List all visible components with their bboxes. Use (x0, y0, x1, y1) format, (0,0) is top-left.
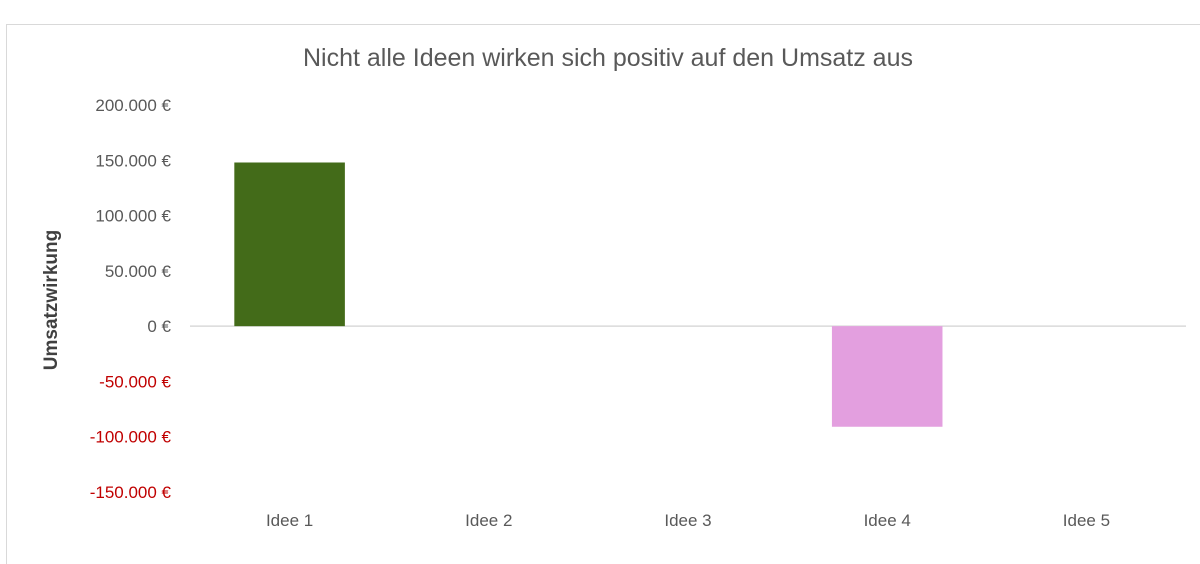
chart-title: Nicht alle Ideen wirken sich positiv auf… (303, 44, 913, 72)
y-tick-label: -50.000 € (99, 372, 171, 391)
y-axis-label: Umsatzwirkung (41, 230, 62, 370)
x-axis-categories: Idee 1 Idee 2 Idee 3 Idee 4 Idee 5 (266, 511, 1110, 530)
chart-frame (6, 24, 1200, 564)
y-tick-label: 200.000 € (95, 96, 171, 115)
x-category-label: Idee 2 (465, 511, 512, 530)
y-tick-label: -100.000 € (90, 428, 172, 447)
y-axis-ticks: 200.000 € 150.000 € 100.000 € 50.000 € 0 € -5… (90, 96, 172, 502)
x-category-label: Idee 1 (266, 511, 313, 530)
y-tick-label: 50.000 € (105, 262, 172, 281)
y-tick-label: -150.000 € (90, 483, 172, 502)
y-tick-label: 150.000 € (95, 151, 171, 170)
x-category-label: Idee 5 (1063, 511, 1110, 530)
x-category-label: Idee 4 (864, 511, 911, 530)
bars (234, 162, 943, 427)
y-tick-label: 0 € (147, 317, 171, 336)
bar-idee-4 (831, 326, 943, 427)
y-tick-label: 100.000 € (95, 207, 171, 226)
bar-idee-1 (234, 162, 345, 327)
x-category-label: Idee 3 (664, 511, 711, 530)
bar-chart: Nicht alle Ideen wirken sich positiv auf… (41, 44, 1186, 530)
